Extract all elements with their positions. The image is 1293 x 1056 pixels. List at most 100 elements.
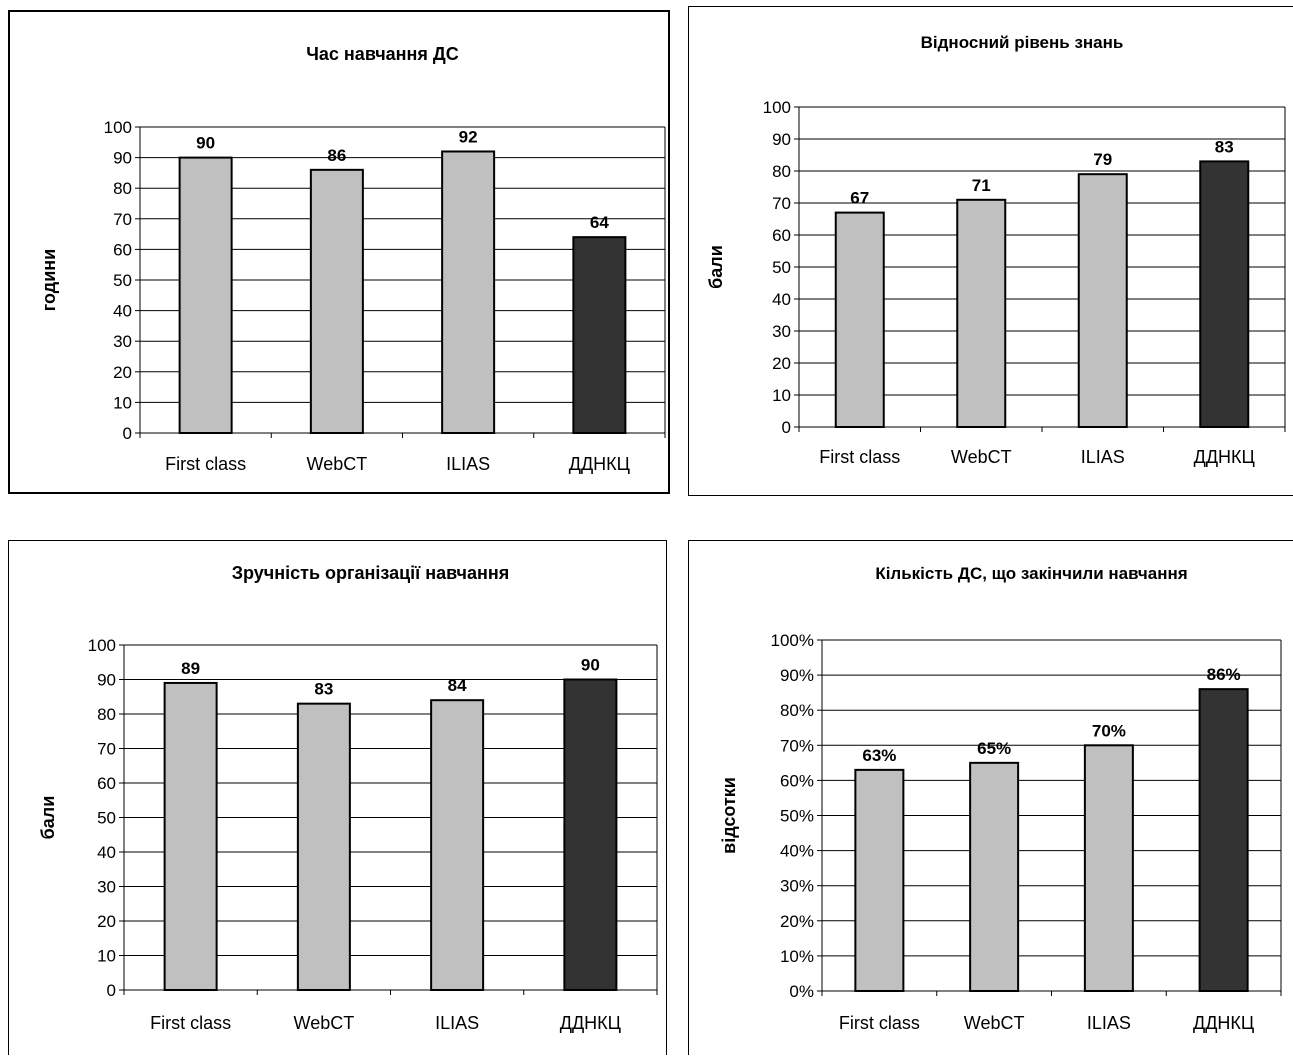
chart-convenience: Зручність організації навчання 0 10 20 30 40 5… [38, 563, 658, 1033]
data-label: 65% [977, 739, 1011, 758]
x-tick-label: WebCT [307, 454, 368, 474]
x-tick-label: ДДНКЦ [560, 1013, 621, 1033]
y-tick-label: 40 [97, 843, 116, 862]
y-axis-label: відсотки [719, 777, 739, 854]
y-tick-label: 100 [88, 636, 116, 655]
y-tick-label: 50% [780, 807, 814, 826]
y-tick-label: 60% [780, 771, 814, 790]
data-label: 90 [196, 134, 215, 153]
x-tick-label: ILIAS [1081, 447, 1125, 467]
data-label: 83 [314, 680, 333, 699]
bar [1083, 744, 1134, 992]
bar [572, 236, 627, 434]
y-axis-label: години [39, 249, 59, 311]
data-label: 71 [972, 176, 991, 195]
y-tick-label: 30% [780, 877, 814, 896]
data-label: 89 [181, 659, 200, 678]
y-tick-label: 70 [113, 210, 132, 229]
y-tick-label: 90 [113, 149, 132, 168]
bar [1077, 173, 1128, 428]
y-tick-label: 90 [97, 671, 116, 690]
y-tick-label: 70 [97, 740, 116, 759]
y-tick-label: 10 [97, 947, 116, 966]
y-tick-label: 90 [772, 130, 791, 149]
x-tick-label: ДДНКЦ [569, 454, 630, 474]
y-tick-label: 50 [97, 809, 116, 828]
y-tick-label: 30 [113, 332, 132, 351]
y-tick-label: 0 [107, 981, 116, 1000]
chart-knowledge-level: Відносний рівень знань 0 10 20 30 40 50 60 70 80 9… [706, 33, 1286, 467]
x-tick-label: First class [819, 447, 900, 467]
chart-panel-study-time: Час навчання ДС 0 10 20 30 40 50 60 70 80 90 100 90 F… [8, 10, 670, 494]
chart-completed: Кількість ДС, що закінчили навчання 0% 10%… [719, 564, 1282, 1033]
y-tick-label: 0 [782, 418, 791, 437]
bar [1198, 688, 1249, 992]
y-tick-label: 30 [772, 322, 791, 341]
y-tick-label: 20 [113, 363, 132, 382]
y-tick-label: 100 [104, 118, 132, 137]
y-tick-label: 50 [772, 258, 791, 277]
y-tick-label: 0% [789, 982, 814, 1001]
data-label: 83 [1215, 137, 1234, 156]
data-label: 70% [1092, 721, 1126, 740]
y-axis-label: бали [38, 796, 58, 840]
chart-title: Час навчання ДС [306, 44, 458, 64]
y-tick-label: 100 [763, 98, 791, 117]
x-tick-label: First class [839, 1013, 920, 1033]
y-tick-label: 40 [772, 290, 791, 309]
bar [854, 768, 905, 992]
x-tick-label: ILIAS [435, 1013, 479, 1033]
y-tick-label: 70% [780, 736, 814, 755]
chart-study-time: Час навчання ДС 0 10 20 30 40 50 60 70 80 90 100 90 F… [39, 44, 666, 474]
x-tick-label: ILIAS [446, 454, 490, 474]
data-label: 86% [1207, 665, 1241, 684]
x-tick-label: WebCT [951, 447, 1012, 467]
y-tick-label: 100% [771, 631, 814, 650]
y-tick-label: 0 [123, 424, 132, 443]
x-tick-label: First class [150, 1013, 231, 1033]
y-tick-label: 60 [772, 226, 791, 245]
data-label: 64 [590, 213, 609, 232]
y-tick-label: 70 [772, 194, 791, 213]
y-tick-label: 10% [780, 947, 814, 966]
x-tick-label: ILIAS [1087, 1013, 1131, 1033]
bar [178, 156, 233, 434]
data-label: 84 [448, 676, 467, 695]
y-tick-label: 20% [780, 912, 814, 931]
bar [296, 702, 351, 991]
y-tick-label: 10 [772, 386, 791, 405]
bar [956, 198, 1007, 428]
y-axis-label: бали [706, 245, 726, 289]
bar [163, 681, 218, 991]
x-tick-label: First class [165, 454, 246, 474]
x-tick-label: WebCT [964, 1013, 1025, 1033]
y-tick-label: 60 [97, 774, 116, 793]
y-tick-label: 20 [772, 354, 791, 373]
y-tick-label: 50 [113, 271, 132, 290]
y-tick-label: 80 [97, 705, 116, 724]
data-label: 67 [850, 189, 869, 208]
y-tick-label: 80% [780, 701, 814, 720]
y-tick-label: 40% [780, 842, 814, 861]
y-tick-label: 80 [772, 162, 791, 181]
y-tick-label: 60 [113, 240, 132, 259]
y-tick-label: 20 [97, 912, 116, 931]
chart-panel-completed: Кількість ДС, що закінчили навчання 0% 10%… [688, 540, 1293, 1055]
bar [563, 678, 618, 991]
bar [430, 699, 485, 991]
y-tick-label: 30 [97, 878, 116, 897]
bar [309, 168, 364, 434]
chart-title: Зручність організації навчання [232, 563, 509, 583]
data-label: 79 [1093, 150, 1112, 169]
bar [441, 150, 496, 434]
chart-panel-convenience: Зручність організації навчання 0 10 20 30 40 5… [8, 540, 667, 1055]
y-tick-label: 80 [113, 179, 132, 198]
x-tick-label: ДДНКЦ [1193, 1013, 1254, 1033]
data-label: 92 [459, 127, 478, 146]
y-tick-label: 10 [113, 393, 132, 412]
x-tick-label: WebCT [294, 1013, 355, 1033]
y-tick-label: 90% [780, 666, 814, 685]
data-label: 86 [327, 146, 346, 165]
y-tick-label: 40 [113, 302, 132, 321]
data-label: 90 [581, 656, 600, 675]
